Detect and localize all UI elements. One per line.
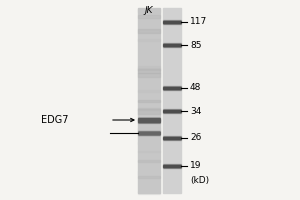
Text: 85: 85 (190, 40, 202, 49)
Text: EDG7: EDG7 (40, 115, 68, 125)
Bar (138, 39, 160, 41)
Bar (138, 69, 160, 73)
Bar (138, 171, 160, 175)
Bar (138, 142, 160, 144)
Bar (138, 119, 160, 123)
Bar (138, 128, 160, 132)
Bar (138, 29, 160, 33)
Bar (138, 9, 160, 12)
Bar (163, 8, 181, 193)
Bar (138, 100, 160, 102)
Text: (kD): (kD) (190, 176, 209, 186)
Bar (138, 191, 160, 194)
Bar (138, 15, 160, 18)
Text: 19: 19 (190, 162, 202, 170)
Text: JK: JK (145, 6, 153, 15)
Bar (138, 66, 160, 70)
Bar (138, 109, 160, 114)
Bar (138, 73, 160, 77)
Bar (138, 8, 160, 193)
Bar (138, 151, 160, 152)
Text: 34: 34 (190, 106, 201, 116)
Bar (138, 176, 160, 178)
Text: 26: 26 (190, 134, 201, 142)
Bar (138, 90, 160, 92)
Bar (138, 68, 160, 70)
Bar (138, 108, 160, 110)
Bar (138, 160, 160, 162)
Text: 48: 48 (190, 84, 201, 92)
Text: 117: 117 (190, 18, 207, 26)
